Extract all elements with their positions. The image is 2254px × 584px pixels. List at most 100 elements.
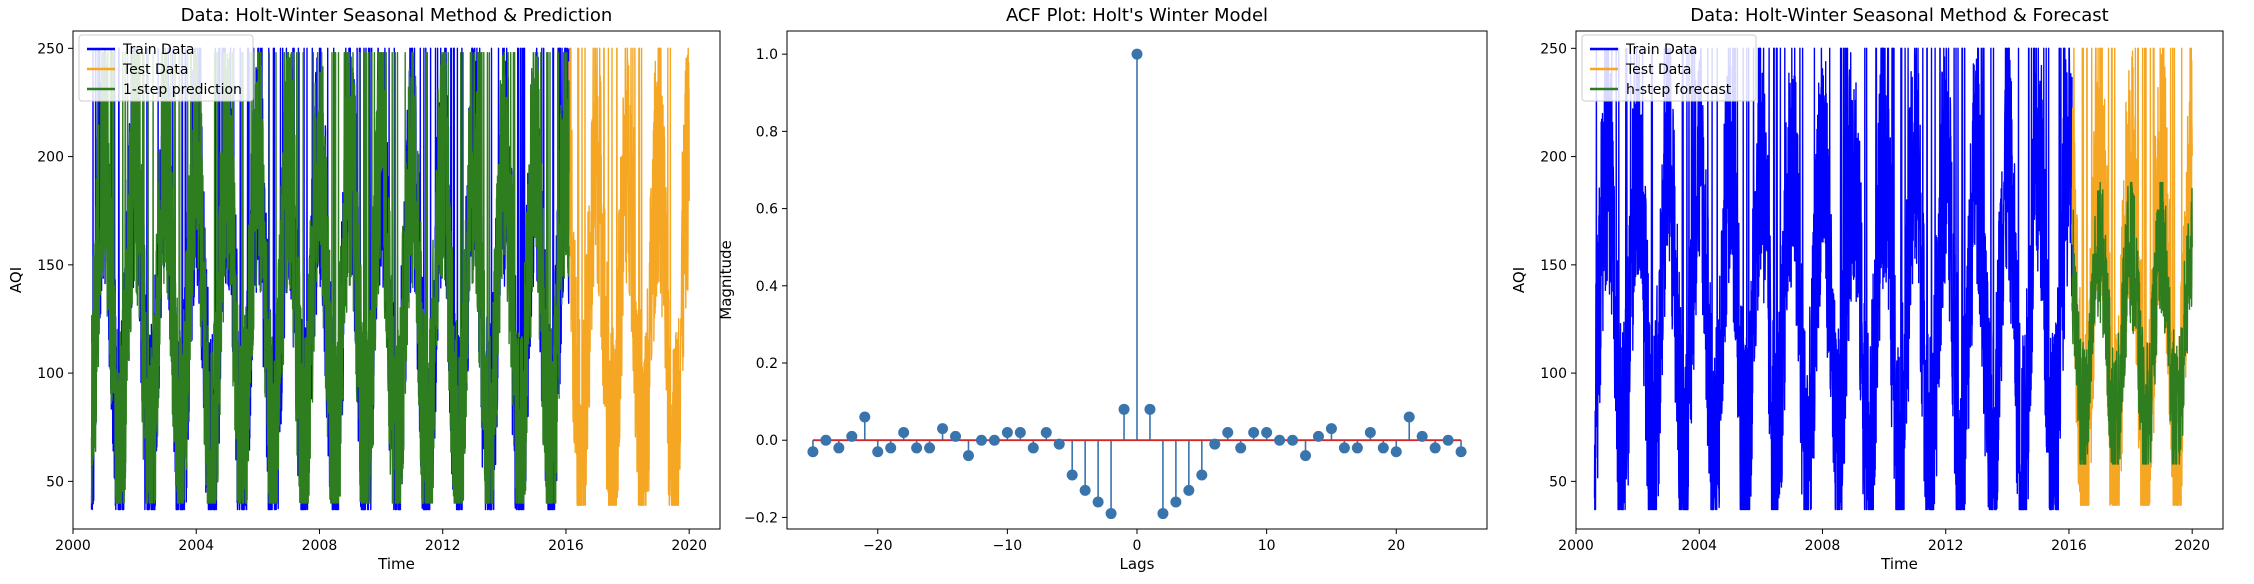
stem-marker: [1196, 469, 1208, 481]
x-tick-label: 2000: [55, 538, 91, 554]
legend: Train Data Test Data 1-step prediction: [78, 34, 254, 102]
x-tick-label: −10: [993, 538, 1023, 554]
x-axis-label: Time: [377, 555, 415, 573]
stem-marker: [1364, 426, 1376, 438]
series-line-train-data: [1593, 47, 2073, 511]
series-line-h-step-forecast: [2071, 181, 2193, 465]
stem-marker: [872, 446, 884, 458]
y-tick-label: 0.6: [756, 202, 778, 218]
stem-marker: [1390, 446, 1402, 458]
stem-marker: [975, 434, 987, 446]
x-tick-label: 2016: [548, 538, 584, 554]
y-tick-label: 0.0: [756, 433, 778, 449]
stem-marker: [1131, 48, 1143, 60]
stem-marker: [1040, 426, 1052, 438]
stem-marker: [1066, 469, 1078, 481]
stem-marker: [937, 423, 949, 435]
stem-marker: [807, 446, 819, 458]
stem-marker: [1222, 426, 1234, 438]
y-tick-label: 150: [1540, 258, 1567, 274]
series-group: [1593, 47, 2193, 511]
x-tick-label: 2004: [1681, 538, 1717, 554]
stem-marker: [1300, 450, 1312, 462]
stem-marker: [1118, 403, 1130, 415]
plot-frame: [1575, 30, 2224, 530]
stem-marker: [1170, 496, 1182, 508]
stem-marker: [1403, 411, 1415, 423]
y-tick-label: 250: [1540, 41, 1567, 57]
stem-marker: [1429, 442, 1441, 454]
stem-marker: [833, 442, 845, 454]
stem-marker: [962, 450, 974, 462]
stem-marker: [1338, 442, 1350, 454]
chart-title: Data: Holt-Winter Seasonal Method & Fore…: [1690, 5, 2108, 26]
legend: Train Data Test Data h-step forecast: [1581, 34, 1757, 102]
stem-marker: [1442, 434, 1454, 446]
y-tick-label: 1.0: [756, 47, 778, 63]
stem-marker: [1416, 430, 1428, 442]
chart-title: ACF Plot: Holt's Winter Model: [1006, 5, 1268, 26]
stem-marker: [1092, 496, 1104, 508]
stem-marker: [1377, 442, 1389, 454]
stem-marker: [924, 442, 936, 454]
x-tick-label: 2008: [302, 538, 338, 554]
x-tick-label: 2020: [2174, 538, 2210, 554]
stem-marker: [1079, 484, 1091, 496]
y-tick-label: 100: [1540, 366, 1567, 382]
legend-box: [1581, 34, 1757, 102]
x-tick-label: 2016: [2051, 538, 2087, 554]
plot-frame: [72, 30, 721, 530]
x-tick-label: 2004: [178, 538, 214, 554]
legend-label: Train Data: [1625, 42, 1697, 58]
y-tick-label: 0.2: [756, 356, 778, 372]
y-tick-label: 0.4: [756, 279, 778, 295]
stem-marker: [1183, 484, 1195, 496]
stem-marker: [1014, 426, 1026, 438]
y-axis-label: Magnitude: [717, 240, 735, 319]
legend-label: 1-step prediction: [123, 82, 242, 98]
x-tick-label: 2008: [1805, 538, 1841, 554]
x-tick-label: 2012: [425, 538, 461, 554]
y-tick-label: 0.8: [756, 124, 778, 140]
stem-marker: [911, 442, 923, 454]
y-tick-label: 100: [37, 366, 64, 382]
x-tick-label: 2020: [671, 538, 707, 554]
y-tick-label: 150: [37, 258, 64, 274]
y-tick-label: −0.2: [744, 510, 778, 526]
x-tick-label: 0: [1133, 538, 1142, 554]
y-tick-label: 200: [37, 150, 64, 166]
stem-marker: [898, 426, 910, 438]
legend-label: Test Data: [1625, 62, 1691, 78]
stem-marker: [1001, 426, 1013, 438]
x-tick-label: 2000: [1558, 538, 1594, 554]
y-tick-label: 50: [1549, 474, 1567, 490]
legend-label: h-step forecast: [1626, 82, 1732, 98]
stem-marker: [1287, 434, 1299, 446]
series-line-test-data: [568, 47, 690, 506]
stem-marker: [1274, 434, 1286, 446]
stem-marker: [1209, 438, 1221, 450]
stem-marker: [1105, 508, 1117, 520]
stem-marker: [988, 434, 1000, 446]
chart-holt-winter-forecast: Data: Holt-Winter Seasonal Method & Fore…: [1510, 5, 2224, 573]
y-tick-label: 200: [1540, 150, 1567, 166]
x-tick-label: 2012: [1928, 538, 1964, 554]
x-tick-label: −20: [863, 538, 893, 554]
chart-holt-winter-prediction: Data: Holt-Winter Seasonal Method & Pred…: [7, 5, 721, 573]
stem-marker: [950, 430, 962, 442]
legend-label: Train Data: [122, 42, 194, 58]
chart-acf-plot: ACF Plot: Holt's Winter Model Lags Magnitu…: [717, 5, 1488, 573]
legend-box: [78, 34, 254, 102]
stem-marker: [820, 434, 832, 446]
stem-marker: [1325, 423, 1337, 435]
stem-marker: [846, 430, 858, 442]
stem-marker: [1261, 426, 1273, 438]
stem-marker: [1027, 442, 1039, 454]
stem-marker: [885, 442, 897, 454]
chart-title: Data: Holt-Winter Seasonal Method & Pred…: [181, 5, 613, 26]
stem-marker: [1157, 508, 1169, 520]
x-tick-label: 10: [1258, 538, 1276, 554]
series-line-1-step-prediction: [90, 52, 570, 504]
stem-marker: [1053, 438, 1065, 450]
